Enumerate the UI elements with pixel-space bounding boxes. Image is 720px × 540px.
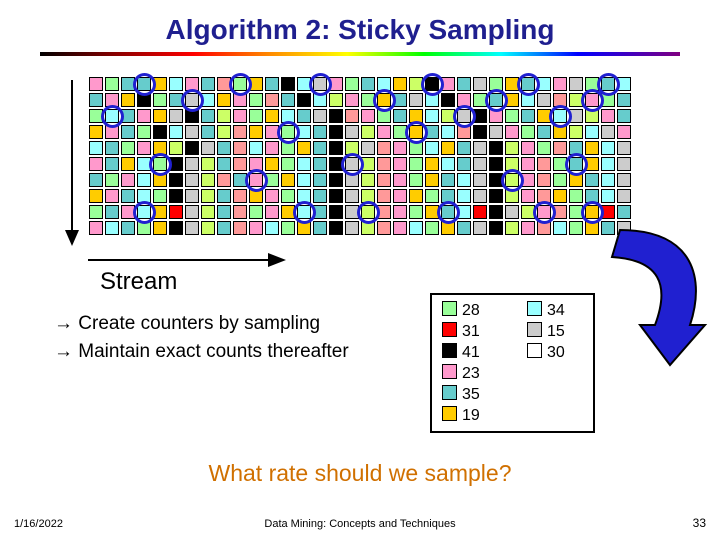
counter-value: 34 (547, 302, 565, 319)
counter-row: 30 (527, 343, 565, 362)
down-arrow-icon (62, 80, 82, 253)
counter-value: 28 (462, 302, 480, 319)
counter-row: 41 (442, 343, 480, 362)
rainbow-divider (40, 52, 680, 56)
counter-row: 28 (442, 301, 480, 320)
counter-value: 30 (547, 344, 565, 361)
counter-row: 35 (442, 385, 480, 404)
question-text: What rate should we sample? (0, 460, 720, 487)
counter-value: 31 (462, 323, 480, 340)
counter-swatch-icon (442, 343, 457, 358)
footer-page-number: 33 (693, 516, 706, 530)
counter-swatch-icon (442, 301, 457, 316)
counter-row: 34 (527, 301, 565, 320)
counter-swatch-icon (527, 343, 542, 358)
curved-arrow-icon (600, 225, 710, 380)
footer-title: Data Mining: Concepts and Techniques (0, 518, 720, 530)
counter-swatch-icon (442, 322, 457, 337)
stream-grid (88, 76, 658, 236)
stream-label: Stream (100, 268, 177, 296)
counter-value: 23 (462, 365, 480, 382)
bullet-list: → Create counters by sampling → Maintain… (54, 310, 349, 365)
counter-swatch-icon (527, 301, 542, 316)
counter-swatch-icon (527, 322, 542, 337)
counter-row: 31 (442, 322, 480, 341)
counter-swatch-icon (442, 385, 457, 400)
counter-value: 15 (547, 323, 565, 340)
counter-swatch-icon (442, 364, 457, 379)
counter-box: 28 31 41 23 35 19 34 15 30 (430, 293, 595, 433)
counter-row: 15 (527, 322, 565, 341)
counter-value: 19 (462, 407, 480, 424)
counter-value: 35 (462, 386, 480, 403)
counter-row: 19 (442, 406, 480, 425)
bullet-2: → Maintain exact counts thereafter (54, 338, 349, 366)
counter-swatch-icon (442, 406, 457, 421)
counter-row: 23 (442, 364, 480, 383)
counter-value: 41 (462, 344, 480, 361)
slide-title: Algorithm 2: Sticky Sampling (0, 0, 720, 50)
bullet-1: → Create counters by sampling (54, 310, 349, 338)
